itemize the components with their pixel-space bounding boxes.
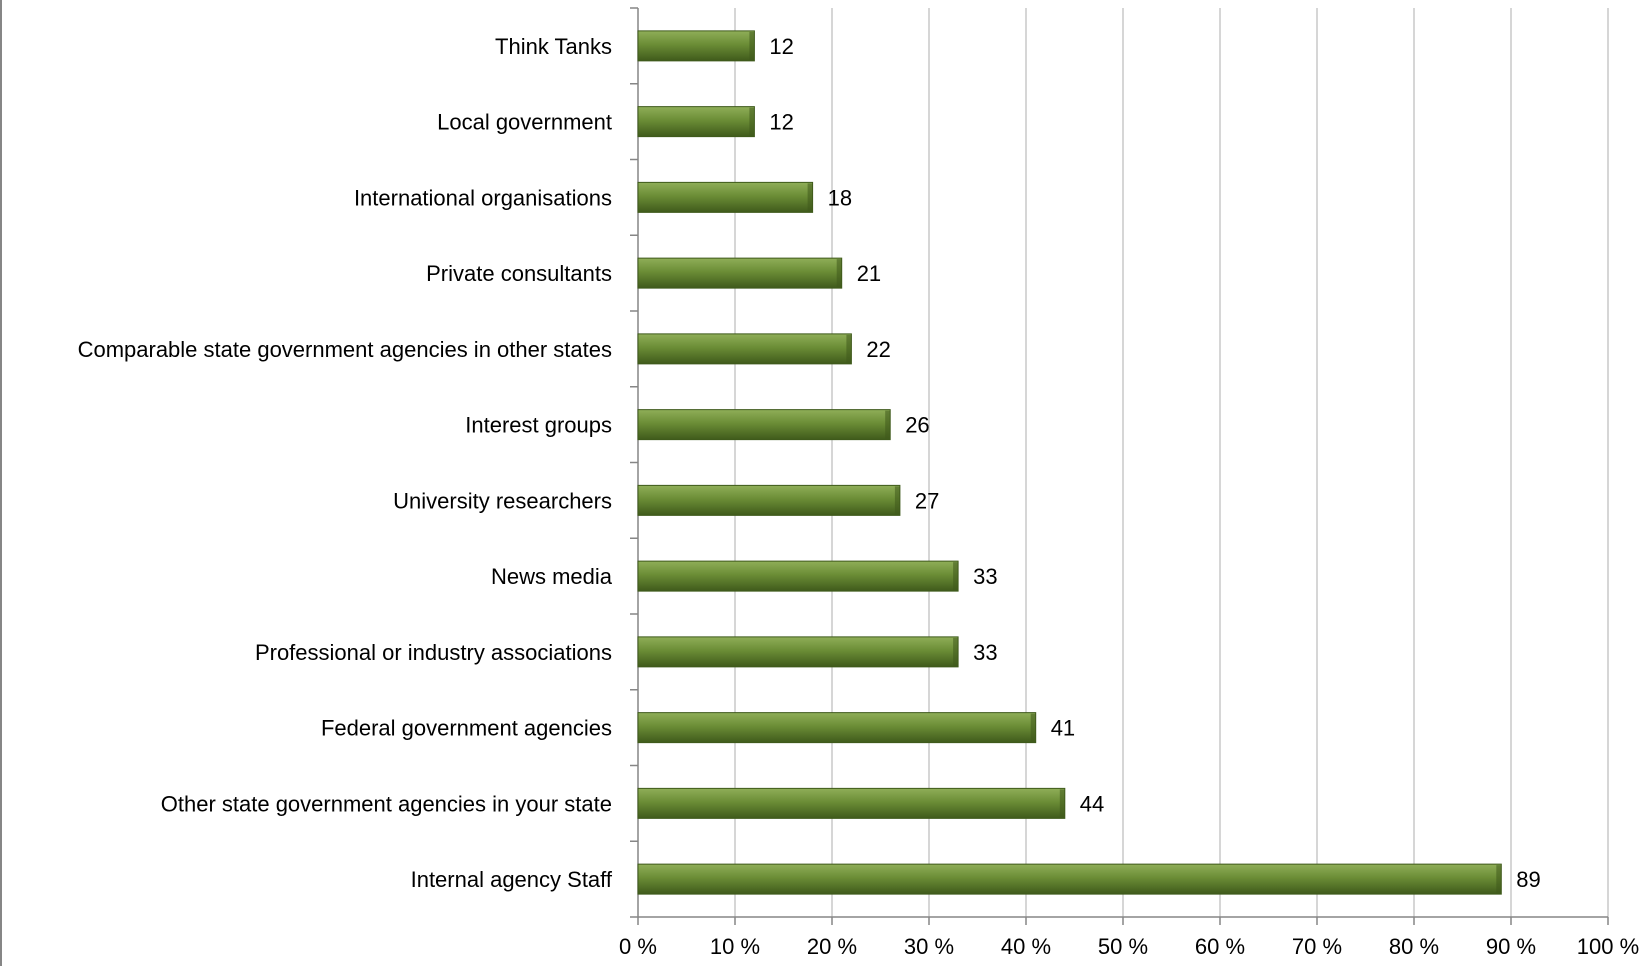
- labels: 0 % 10 % 20 % 30 % 40 % 50 % 60 % 70 % 80 % 90 % 1…: [78, 34, 1640, 959]
- bar-end-bevel: [953, 637, 959, 666]
- x-tick-label: 0 %: [619, 934, 657, 959]
- bar: [637, 333, 852, 365]
- category-label: Other state government agencies in your …: [161, 791, 612, 816]
- category-label: Internal agency Staff: [411, 867, 613, 892]
- bar-end-bevel: [749, 31, 755, 60]
- bar-end-bevel: [953, 562, 959, 591]
- x-tick-label: 90 %: [1486, 934, 1536, 959]
- bar: [637, 181, 814, 213]
- x-tick-label: 20 %: [807, 934, 857, 959]
- bar-end-bevel: [1059, 789, 1065, 818]
- bar-end-bevel: [1030, 713, 1036, 742]
- bar: [637, 484, 901, 516]
- category-label: Federal government agencies: [321, 716, 612, 741]
- bar: [637, 636, 959, 668]
- category-label: Private consultants: [426, 261, 612, 286]
- category-label: News media: [491, 564, 613, 589]
- bars: [637, 30, 1502, 895]
- data-label: 22: [866, 337, 890, 362]
- data-label: 21: [857, 261, 881, 286]
- x-tick-label: 70 %: [1292, 934, 1342, 959]
- x-tick-label: 30 %: [904, 934, 954, 959]
- bar: [637, 106, 755, 138]
- data-label: 33: [973, 564, 997, 589]
- x-tick-label: 10 %: [710, 934, 760, 959]
- bar: [637, 787, 1066, 819]
- data-label: 12: [769, 34, 793, 59]
- category-label: Comparable state government agencies in …: [78, 337, 612, 362]
- bar-end-bevel: [1496, 865, 1502, 894]
- bar: [637, 560, 959, 592]
- data-label: 26: [905, 413, 929, 438]
- category-label: Think Tanks: [495, 34, 612, 59]
- x-tick-label: 100 %: [1577, 934, 1639, 959]
- bar: [637, 30, 755, 62]
- category-label: Interest groups: [465, 413, 612, 438]
- bar-end-bevel: [807, 183, 813, 212]
- data-label: 33: [973, 640, 997, 665]
- bar: [637, 863, 1502, 895]
- bar: [637, 409, 891, 441]
- bar-end-bevel: [836, 259, 842, 288]
- bar-end-bevel: [894, 486, 900, 515]
- x-tick-label: 50 %: [1098, 934, 1148, 959]
- x-tick-label: 40 %: [1001, 934, 1051, 959]
- bar-end-bevel: [749, 107, 755, 136]
- data-label: 41: [1051, 716, 1075, 741]
- bar-end-bevel: [885, 410, 891, 439]
- axes: [630, 7, 1609, 925]
- category-label: Professional or industry associations: [255, 640, 612, 665]
- bar: [637, 712, 1037, 744]
- gridlines: [734, 8, 1609, 917]
- data-label: 18: [828, 185, 852, 210]
- category-label: International organisations: [354, 185, 612, 210]
- category-label: University researchers: [393, 488, 612, 513]
- x-tick-label: 60 %: [1195, 934, 1245, 959]
- x-tick-label: 80 %: [1389, 934, 1439, 959]
- bar-end-bevel: [846, 334, 852, 363]
- data-label: 12: [769, 110, 793, 135]
- data-label: 27: [915, 488, 939, 513]
- bar: [637, 257, 843, 289]
- data-label: 44: [1080, 791, 1104, 816]
- data-label: 89: [1516, 867, 1540, 892]
- category-label: Local government: [437, 110, 612, 135]
